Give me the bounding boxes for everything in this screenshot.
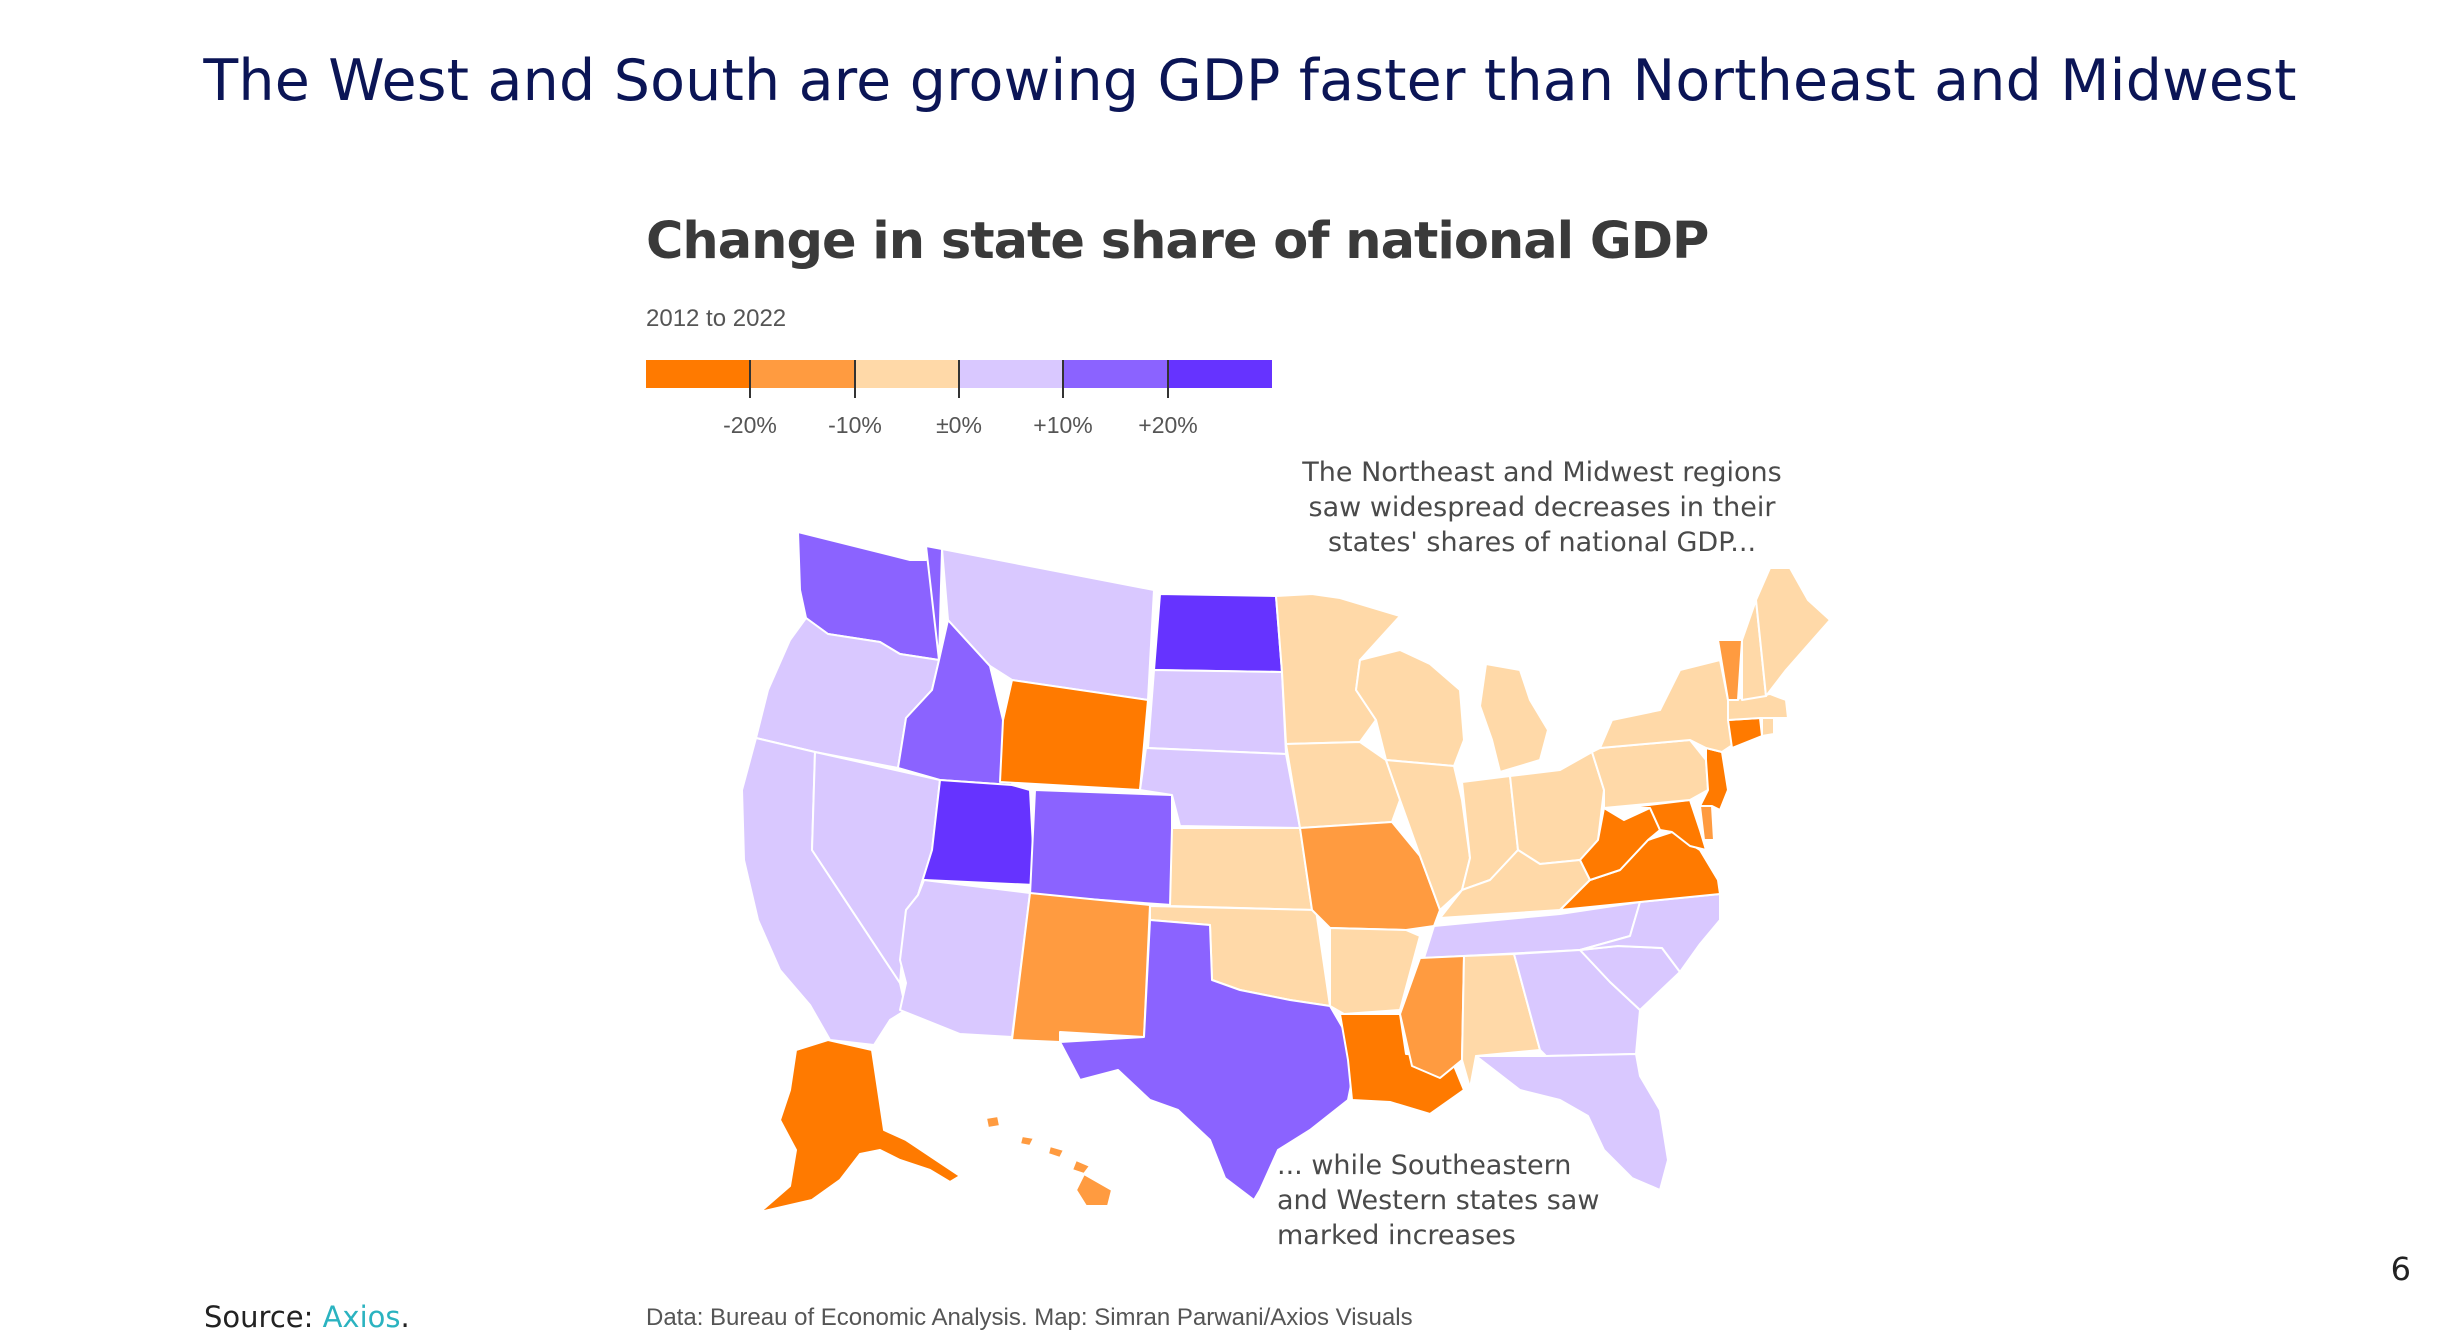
state-la[interactable] xyxy=(1339,1013,1465,1115)
state-ny[interactable] xyxy=(1599,659,1741,753)
state-ks[interactable] xyxy=(1169,827,1313,911)
state-pa[interactable] xyxy=(1591,739,1709,809)
legend-tick xyxy=(749,360,751,398)
legend-tick xyxy=(854,360,856,398)
legend-swatch xyxy=(958,360,1064,388)
state-wi[interactable] xyxy=(1355,649,1465,767)
legend-label: -10% xyxy=(828,412,882,438)
map-subtitle: 2012 to 2022 xyxy=(646,305,787,332)
legend-swatch xyxy=(646,360,751,388)
legend-label: ±0% xyxy=(936,412,982,438)
state-ia[interactable] xyxy=(1285,741,1401,829)
legend-label: -20% xyxy=(723,412,777,438)
legend-label: +10% xyxy=(1033,412,1093,438)
source-label: Source: xyxy=(204,1300,314,1334)
legend-bar xyxy=(646,360,1272,388)
legend-swatch xyxy=(750,360,855,388)
state-ak[interactable] xyxy=(759,1039,961,1213)
legend-tick xyxy=(1167,360,1169,398)
state-wy[interactable] xyxy=(999,679,1149,791)
slide-title: The West and South are growing GDP faste… xyxy=(203,48,2297,114)
source: Source: Axios. xyxy=(204,1300,410,1334)
legend-swatch xyxy=(1063,360,1168,388)
page-number: 6 xyxy=(2390,1250,2411,1288)
state-nj[interactable] xyxy=(1699,747,1729,811)
state-ct[interactable] xyxy=(1727,717,1763,749)
state-fl[interactable] xyxy=(1475,1053,1669,1191)
state-ar[interactable] xyxy=(1329,927,1421,1015)
state-az[interactable] xyxy=(899,879,1031,1038)
legend: -20% -10% ±0% +10% +20% xyxy=(646,360,1272,440)
map-credits: Data: Bureau of Economic Analysis. Map: … xyxy=(646,1304,1413,1331)
state-hi[interactable] xyxy=(985,1115,1113,1207)
states-layer xyxy=(741,531,1831,1213)
map-title: Change in state share of national GDP xyxy=(646,212,1709,271)
source-suffix: . xyxy=(400,1300,410,1334)
state-mi[interactable] xyxy=(1479,663,1549,773)
source-link[interactable]: Axios xyxy=(322,1300,401,1334)
legend-tick xyxy=(958,360,960,398)
state-nc[interactable] xyxy=(1579,893,1721,973)
legend-swatch xyxy=(854,360,959,388)
state-nm[interactable] xyxy=(1011,892,1151,1043)
annotation-southeast: ... while Southeastern and Western state… xyxy=(1277,1150,1600,1251)
state-ut[interactable] xyxy=(917,779,1036,896)
state-co[interactable] xyxy=(1029,789,1173,906)
state-ne[interactable] xyxy=(1139,747,1301,829)
annotation-northeast: The Northeast and Midwest regions saw wi… xyxy=(1302,457,1782,558)
legend-tick xyxy=(1062,360,1064,398)
state-md[interactable] xyxy=(1623,799,1707,851)
state-oh[interactable] xyxy=(1509,751,1605,865)
legend-swatch xyxy=(1167,360,1272,388)
state-sd[interactable] xyxy=(1147,669,1287,755)
state-ri[interactable] xyxy=(1761,717,1775,737)
state-tx[interactable] xyxy=(1059,919,1353,1201)
state-me[interactable] xyxy=(1755,567,1831,697)
state-nd[interactable] xyxy=(1153,593,1283,673)
legend-label: +20% xyxy=(1138,412,1198,438)
state-vt[interactable] xyxy=(1717,639,1743,701)
